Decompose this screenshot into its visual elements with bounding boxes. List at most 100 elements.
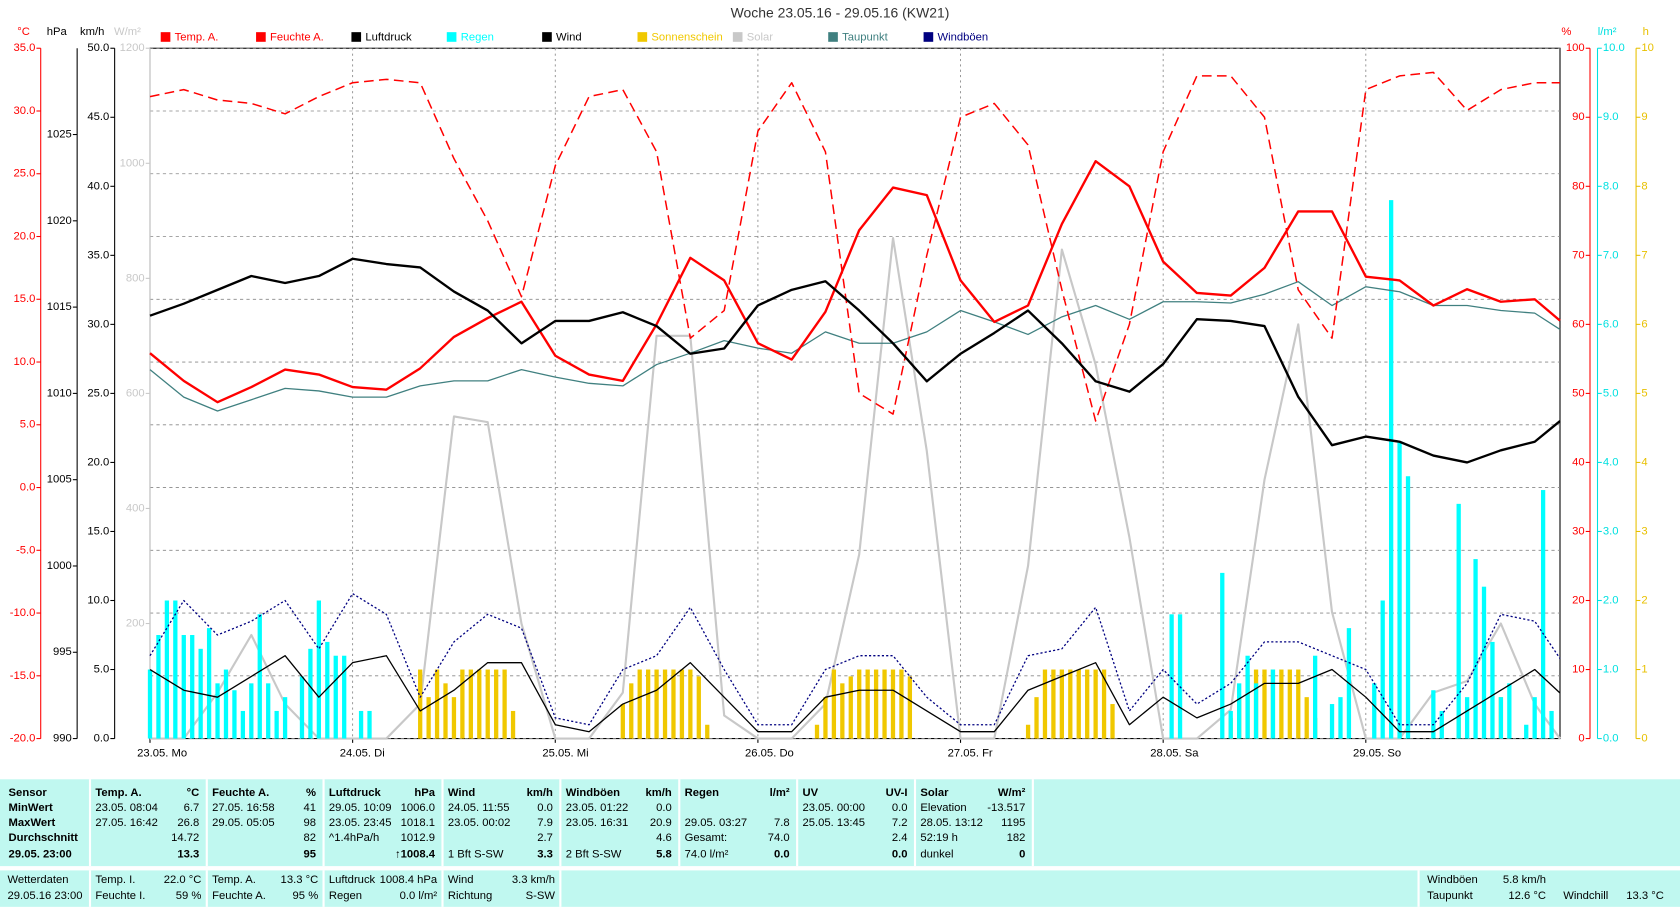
stats-cell-label: dunkel xyxy=(920,848,953,860)
series-bar xyxy=(1093,669,1098,739)
series-line xyxy=(149,257,1561,464)
x-tick-label: 24.05. Di xyxy=(340,748,385,760)
y-tick-label: 1000 xyxy=(47,560,72,572)
legend-swatch xyxy=(256,32,266,42)
y-tick-label: 9.0 xyxy=(1603,111,1619,123)
series-bar xyxy=(629,683,634,739)
stats-cell-value: 5.8 xyxy=(656,848,672,860)
status-label: Temp. I. xyxy=(95,874,135,886)
y-tick-label: 7.0 xyxy=(1603,249,1619,261)
series-bar xyxy=(1262,669,1267,739)
series-line xyxy=(149,160,1561,404)
series-bar xyxy=(705,724,710,739)
stats-cell-value: 74.0 xyxy=(768,832,790,844)
y-tick-label: 10.0 xyxy=(1603,42,1625,54)
y-tick-label: 9 xyxy=(1641,111,1647,123)
series-bar xyxy=(485,669,490,739)
y-tick-label: 20 xyxy=(1572,594,1585,606)
stats-cell-label: 52:19 h xyxy=(920,832,958,844)
series-bar xyxy=(1042,669,1048,739)
stats-cell-label: 29.05. 05:05 xyxy=(212,817,275,829)
series-bar xyxy=(1253,683,1259,739)
series-bar xyxy=(1270,669,1276,739)
series-bar xyxy=(1313,655,1318,739)
series-line xyxy=(149,71,1560,422)
series-bar xyxy=(426,697,431,739)
y-tick-label: 2.0 xyxy=(1603,594,1619,606)
stats-cell-label: Gesamt: xyxy=(685,832,728,844)
stats-cell-value: 2.7 xyxy=(537,832,553,844)
series-bar xyxy=(1380,600,1385,739)
stats-cell-value: 14.72 xyxy=(171,832,199,844)
y-tick-label: 8.0 xyxy=(1603,180,1619,192)
status-value: 0.0 l/m² xyxy=(400,890,438,902)
series-bar xyxy=(1372,683,1377,739)
axis-unit: °C xyxy=(17,26,30,38)
series-line xyxy=(149,281,1561,412)
status-value: 3.3 km/h xyxy=(512,874,555,886)
series-bar xyxy=(358,710,364,739)
status-value: 59 % xyxy=(176,890,202,902)
series-bar xyxy=(1490,641,1495,739)
y-tick-label: 90 xyxy=(1572,111,1585,123)
stats-cell-label: 23.05. 23:45 xyxy=(329,817,392,829)
series-bar xyxy=(418,669,423,739)
stats-row-label: 29.05. 23:00 xyxy=(9,848,72,860)
stats-cell-value: 3.3 xyxy=(537,848,553,860)
series-bar xyxy=(266,683,271,739)
x-tick-label: 26.05. Do xyxy=(745,748,794,760)
y-tick-label: 400 xyxy=(126,502,145,514)
series-bar xyxy=(299,676,305,739)
y-tick-label: 40.0 xyxy=(87,180,109,192)
series-bar xyxy=(510,710,516,739)
y-tick-label: 60 xyxy=(1572,318,1585,330)
status-value: 13.3 °C xyxy=(1626,890,1664,902)
x-tick-label: 27.05. Fr xyxy=(948,748,993,760)
series-bar xyxy=(147,669,153,739)
stats-cell-value: -13.517 xyxy=(987,802,1025,814)
status-label: Feuchte I. xyxy=(95,890,145,902)
stats-column-title: Feuchte A. xyxy=(212,787,269,799)
stats-column-title: Temp. A. xyxy=(95,787,141,799)
y-tick-label: 30 xyxy=(1572,525,1585,537)
stats-cell-value: 95 xyxy=(304,848,317,860)
stats-cell-label: 25.05. 13:45 xyxy=(803,817,866,829)
y-tick-label: 995 xyxy=(53,646,72,658)
series-bar xyxy=(679,669,685,739)
status-value: S-SW xyxy=(526,890,556,902)
stats-cell-label: 24.05. 11:55 xyxy=(448,802,510,814)
y-tick-label: 40 xyxy=(1572,456,1585,468)
series-bar xyxy=(190,635,195,739)
series-bar xyxy=(1498,697,1504,739)
series-bar xyxy=(840,683,845,739)
series-bar xyxy=(1034,697,1039,739)
stats-cell-value: ↑1008.4 xyxy=(395,848,436,860)
y-tick-label: 200 xyxy=(126,617,145,629)
status-label: Richtung xyxy=(448,890,492,902)
stats-column-unit: °C xyxy=(187,787,200,799)
stats-column-unit: l/m² xyxy=(770,787,790,799)
y-tick-label: 0.0 xyxy=(94,733,110,745)
axis-unit: l/m² xyxy=(1598,26,1617,38)
y-tick-label: 5 xyxy=(1641,387,1647,399)
series-bar xyxy=(662,669,668,739)
x-tick-label: 28.05. Sa xyxy=(1150,748,1199,760)
series-bar xyxy=(468,669,473,739)
stats-panel xyxy=(0,779,1680,867)
axis-unit: km/h xyxy=(80,26,104,38)
stats-cell-label: 29.05. 10:09 xyxy=(329,802,392,814)
y-tick-label: 0.0 xyxy=(1603,733,1619,745)
y-tick-label: 45.0 xyxy=(87,111,109,123)
stats-cell-value: 182 xyxy=(1007,832,1026,844)
series-bar xyxy=(696,676,701,739)
y-tick-label: 1015 xyxy=(47,301,72,313)
series-bar xyxy=(907,676,913,739)
legend-label: Windböen xyxy=(938,31,989,43)
series-bar xyxy=(443,683,448,739)
stats-column-title: Solar xyxy=(920,787,949,799)
series-bar xyxy=(156,635,161,739)
y-tick-label: 10.0 xyxy=(87,594,109,606)
series-bar xyxy=(240,710,246,739)
y-tick-label: 1 xyxy=(1641,663,1647,675)
stats-cell-label: 1 Bft S-SW xyxy=(448,848,504,860)
